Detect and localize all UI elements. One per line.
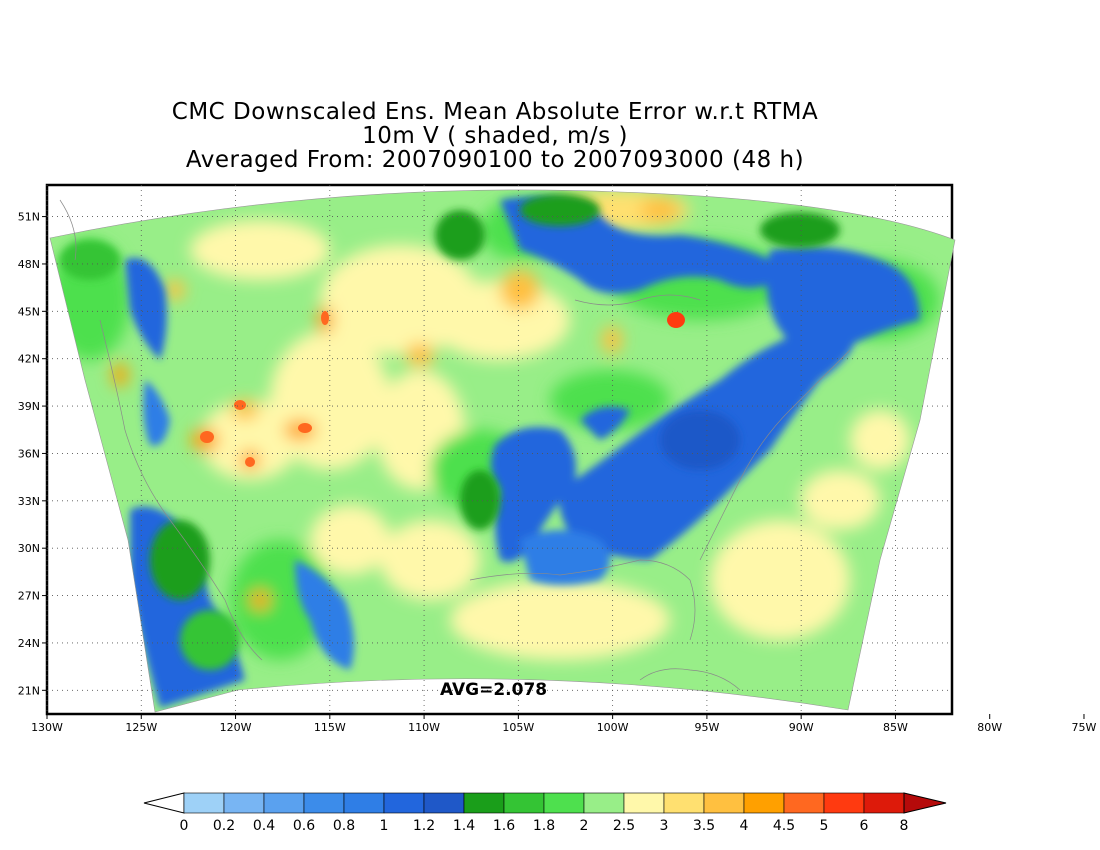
colorbar-swatch bbox=[703, 792, 745, 814]
domain-outline bbox=[49, 189, 956, 713]
colorbar-swatch bbox=[303, 792, 345, 814]
title-line-2: 10m V ( shaded, m/s ) bbox=[362, 123, 628, 149]
colorbar-label: 0 bbox=[180, 818, 189, 834]
colorbar: 0 0.2 0.4 0.6 0.8 1 1.2 1.4 1.6 1.8 2 2.5 3 3.5 4 4.5 5 6… bbox=[143, 792, 947, 834]
lon-tick-label: 85W bbox=[883, 721, 908, 734]
colorbar-label: 4.5 bbox=[773, 818, 795, 834]
lat-tick-label: 24N bbox=[18, 637, 40, 650]
title-line-3: Averaged From: 2007090100 to 2007093000 … bbox=[185, 147, 805, 173]
colorbar-label: 4 bbox=[740, 818, 749, 834]
colorbar-swatch bbox=[183, 792, 225, 814]
colorbar-swatch bbox=[263, 792, 305, 814]
colorbar-swatch bbox=[223, 792, 265, 814]
colorbar-label: 0.2 bbox=[213, 818, 235, 834]
colorbar-label: 5 bbox=[820, 818, 829, 834]
lon-tick-label: 80W bbox=[977, 721, 1002, 734]
map-title: CMC Downscaled Ens. Mean Absolute Error … bbox=[0, 100, 990, 172]
shaded-field bbox=[50, 189, 955, 712]
coastlines bbox=[59, 199, 851, 691]
colorbar-label: 0.6 bbox=[293, 818, 315, 834]
lat-tick-label: 27N bbox=[18, 590, 40, 603]
colorbar-swatch bbox=[423, 792, 465, 814]
lon-tick-label: 95W bbox=[694, 721, 719, 734]
colorbar-swatch bbox=[743, 792, 785, 814]
colorbar-label: 2 bbox=[580, 818, 589, 834]
lat-tick-label: 39N bbox=[18, 400, 40, 413]
lon-tick-label: 110W bbox=[408, 721, 440, 734]
colorbar-swatch bbox=[783, 792, 825, 814]
lon-tick-label: 100W bbox=[597, 721, 629, 734]
colorbar-label: 0.8 bbox=[333, 818, 355, 834]
colorbar-swatch bbox=[583, 792, 625, 814]
title-line-1: CMC Downscaled Ens. Mean Absolute Error … bbox=[171, 99, 819, 125]
colorbar-swatch bbox=[503, 792, 545, 814]
lat-tick-label: 30N bbox=[18, 542, 40, 555]
lat-tick-label: 42N bbox=[18, 353, 40, 366]
colorbar-swatch bbox=[463, 792, 505, 814]
lon-tick-label: 90W bbox=[789, 721, 814, 734]
gridlines bbox=[46, 185, 952, 714]
colorbar-label: 8 bbox=[900, 818, 909, 834]
colorbar-label: 6 bbox=[860, 818, 869, 834]
latitude-labels: 51N 48N 45N 42N 39N 36N 33N 30N 27N 24N 21N bbox=[18, 211, 47, 697]
colorbar-label: 0.4 bbox=[253, 818, 275, 834]
colorbar-swatch bbox=[663, 792, 705, 814]
average-label: AVG=2.078 bbox=[440, 680, 547, 700]
colorbar-swatch bbox=[623, 792, 665, 814]
colorbar-label: 2.5 bbox=[613, 818, 635, 834]
lon-tick-label: 125W bbox=[125, 721, 157, 734]
lon-tick-label: 105W bbox=[502, 721, 534, 734]
lat-tick-label: 21N bbox=[18, 684, 40, 697]
colorbar-label: 3 bbox=[660, 818, 669, 834]
colorbar-under-triangle bbox=[143, 792, 185, 814]
colorbar-label: 1 bbox=[380, 818, 389, 834]
colorbar-swatch bbox=[543, 792, 585, 814]
lat-tick-label: 51N bbox=[18, 211, 40, 224]
lon-tick-label: 115W bbox=[314, 721, 346, 734]
colorbar-label: 1.8 bbox=[533, 818, 555, 834]
colorbar-swatch bbox=[863, 792, 905, 814]
lat-tick-label: 48N bbox=[18, 258, 40, 271]
colorbar-swatch bbox=[823, 792, 865, 814]
lon-tick-label: 130W bbox=[31, 721, 63, 734]
colorbar-label: 1.2 bbox=[413, 818, 435, 834]
colorbar-label: 1.6 bbox=[493, 818, 515, 834]
lat-tick-label: 45N bbox=[18, 305, 40, 318]
colorbar-swatch bbox=[343, 792, 385, 814]
lat-tick-label: 33N bbox=[18, 495, 40, 508]
colorbar-label: 3.5 bbox=[693, 818, 715, 834]
lon-tick-label: 120W bbox=[220, 721, 252, 734]
colorbar-over-triangle bbox=[903, 792, 947, 814]
colorbar-label: 1.4 bbox=[453, 818, 475, 834]
lon-tick-label: 75W bbox=[1072, 721, 1097, 734]
longitude-labels: 130W 125W 120W 115W 110W 105W 100W 95W 90W 85W 80W… bbox=[31, 714, 1097, 734]
colorbar-swatch bbox=[383, 792, 425, 814]
lat-tick-label: 36N bbox=[18, 447, 40, 460]
